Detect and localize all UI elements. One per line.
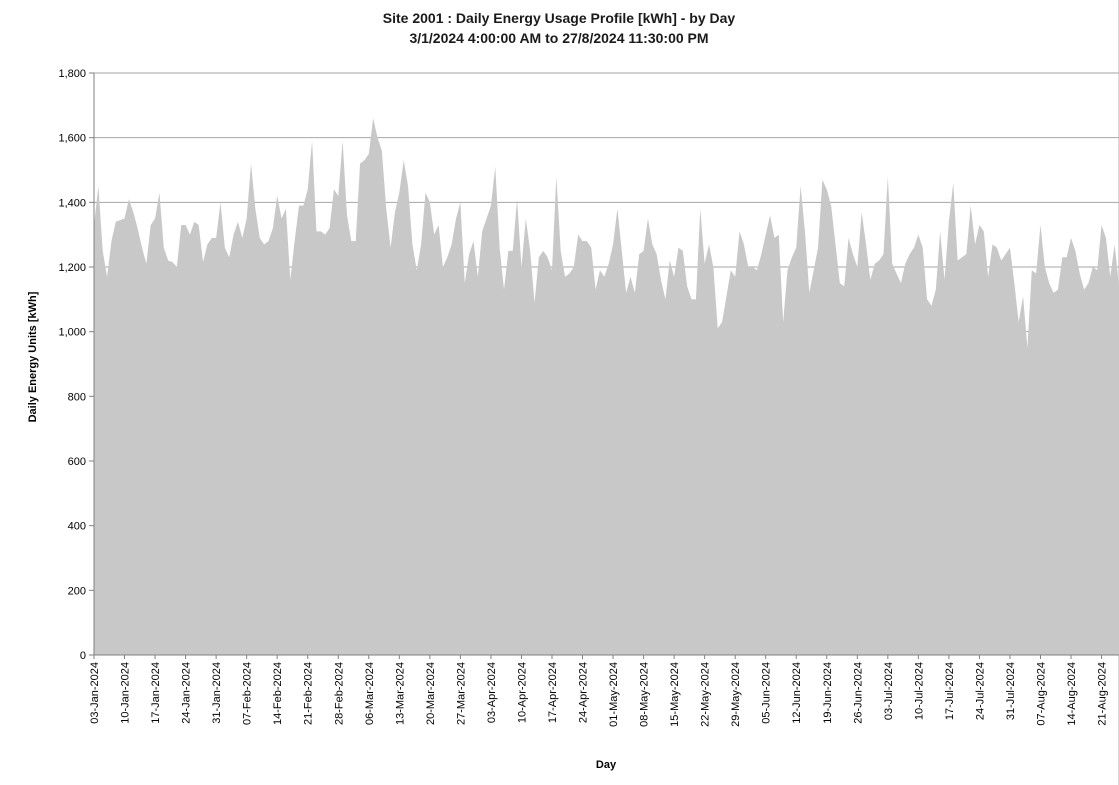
x-axis-title: Day — [596, 759, 617, 771]
x-tick-label: 08-May-2024 — [639, 662, 651, 727]
x-tick-label: 26-Jun-2024 — [852, 662, 864, 724]
y-tick-label: 0 — [80, 650, 86, 662]
x-tick-label: 17-Jan-2024 — [150, 662, 162, 724]
x-tick-label: 03-Jul-2024 — [883, 662, 895, 720]
x-tick-label: 24-Jul-2024 — [974, 662, 986, 720]
x-tick-label: 06-Mar-2024 — [364, 662, 376, 725]
x-tick-label: 27-Mar-2024 — [455, 662, 467, 725]
x-tick-label: 01-May-2024 — [608, 662, 620, 727]
y-tick-label: 1,400 — [58, 197, 86, 209]
x-tick-label: 22-May-2024 — [700, 662, 712, 727]
x-tick-label: 21-Aug-2024 — [1097, 662, 1109, 726]
y-tick-label: 400 — [68, 521, 86, 533]
x-tick-label: 05-Jun-2024 — [761, 662, 773, 724]
x-tick-label: 31-Jan-2024 — [211, 662, 223, 724]
y-tick-label: 200 — [68, 585, 86, 597]
x-tick-label: 10-Jul-2024 — [913, 662, 925, 720]
x-tick-label: 07-Aug-2024 — [1035, 662, 1047, 726]
x-tick-label: 10-Apr-2024 — [516, 662, 528, 723]
y-tick-label: 1,200 — [58, 262, 86, 274]
x-tick-label: 29-May-2024 — [730, 662, 742, 727]
y-tick-label: 1,000 — [58, 327, 86, 339]
energy-area-series — [94, 118, 1119, 655]
y-tick-label: 1,600 — [58, 133, 86, 145]
x-tick-label: 13-Mar-2024 — [394, 662, 406, 725]
y-tick-label: 800 — [68, 391, 86, 403]
y-tick-label: 600 — [68, 456, 86, 468]
x-tick-label: 03-Jan-2024 — [89, 662, 101, 724]
x-tick-label: 03-Apr-2024 — [486, 662, 498, 723]
x-tick-label: 31-Jul-2024 — [1005, 662, 1017, 720]
chart-title: Site 2001 : Daily Energy Usage Profile [… — [383, 10, 736, 26]
x-tick-label: 20-Mar-2024 — [425, 662, 437, 725]
x-tick-label: 14-Feb-2024 — [272, 662, 284, 725]
x-tick-label: 21-Feb-2024 — [303, 662, 315, 725]
x-tick-label: 15-May-2024 — [669, 662, 681, 727]
x-tick-label: 24-Jan-2024 — [181, 662, 193, 724]
x-tick-label: 17-Jul-2024 — [944, 662, 956, 720]
y-axis-ticks: 0 200 400 600 800 1,000 1,200 1,400 1,600 1,800 — [58, 68, 94, 662]
chart-subtitle: 3/1/2024 4:00:00 AM to 27/8/2024 11:30:0… — [409, 30, 708, 46]
x-tick-label: 28-Feb-2024 — [333, 662, 345, 725]
y-tick-label: 1,800 — [58, 68, 86, 80]
x-tick-label: 19-Jun-2024 — [822, 662, 834, 724]
x-tick-label: 17-Apr-2024 — [547, 662, 559, 723]
x-tick-label: 07-Feb-2024 — [242, 662, 254, 725]
x-tick-label: 12-Jun-2024 — [791, 662, 803, 724]
x-tick-label: 10-Jan-2024 — [120, 662, 132, 724]
x-tick-label: 14-Aug-2024 — [1066, 662, 1078, 726]
x-tick-label: 24-Apr-2024 — [578, 662, 590, 723]
x-axis-ticks: 03-Jan-2024 10-Jan-2024 17-Jan-2024 24-Jan-… — [89, 655, 1109, 727]
y-axis-title: Daily Energy Units [kWh] — [27, 291, 39, 422]
